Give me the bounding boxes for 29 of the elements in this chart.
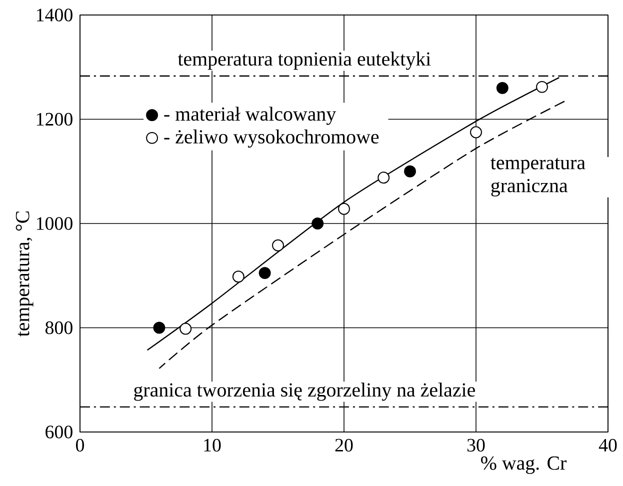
point — [496, 82, 508, 94]
y-tick-label: 1200 — [36, 112, 72, 126]
point — [272, 239, 284, 252]
y-tick-label: 1400 — [36, 8, 72, 22]
ref-line-label: granica tworzenia się zgorzeliny na żelazie — [134, 382, 475, 401]
x-tick-label: 40 — [598, 438, 617, 452]
point — [180, 322, 192, 335]
legend-label: - żeliwo wysokochromowe — [164, 130, 379, 148]
point — [470, 126, 482, 138]
point — [536, 80, 548, 93]
point — [338, 202, 350, 215]
x-tick-label: 0 — [76, 438, 84, 452]
y-axis-title: temperatura, °C — [16, 211, 34, 337]
point — [153, 322, 166, 334]
y-tick-label: 800 — [45, 321, 72, 334]
x-tick-label: 10 — [204, 438, 221, 452]
y-tick-label: 600 — [46, 426, 72, 438]
point — [378, 172, 390, 184]
x-tick-label: 30 — [467, 438, 485, 452]
point — [258, 267, 271, 279]
y-tick-label: 1000 — [36, 217, 72, 230]
legend-label: - materiał walcowany — [164, 106, 336, 125]
point — [312, 218, 324, 230]
ref-line-label: temperatura topnienia eutektyki — [178, 52, 431, 70]
x-tick-label: 20 — [335, 438, 353, 452]
annotation: temperatura graniczna — [490, 158, 586, 196]
point — [232, 270, 244, 283]
x-axis-title: % wag. Cr — [481, 456, 566, 474]
point — [404, 165, 416, 178]
